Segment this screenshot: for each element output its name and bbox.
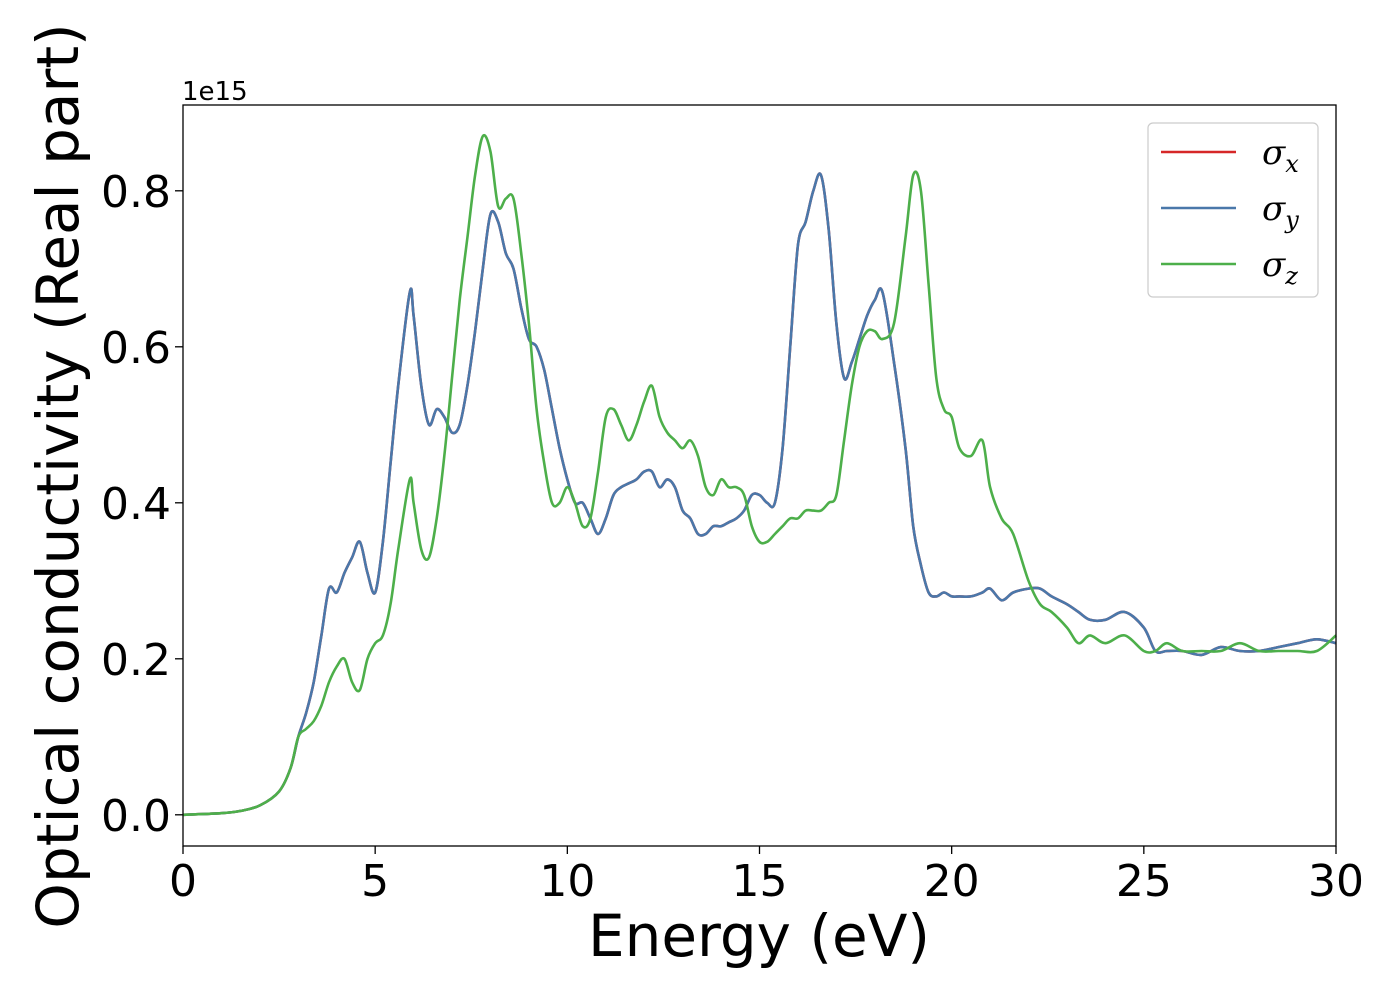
y-tick-label: 0.2 (101, 635, 171, 686)
x-tick-label: 15 (732, 856, 788, 907)
legend-box (1147, 122, 1319, 298)
y-tick-label: 0.8 (101, 167, 171, 218)
y-offset-label: 1e15 (182, 77, 248, 107)
x-tick-label: 25 (1116, 856, 1172, 907)
x-axis: 0 5 10 15 20 25 30 (169, 846, 1364, 907)
x-tick-label: 20 (924, 856, 980, 907)
legend-subscript: y (1284, 206, 1299, 234)
y-axis-title: Optical conductivity (Real part) (24, 23, 92, 928)
series-layer (182, 133, 1337, 817)
x-tick-label: 30 (1308, 856, 1364, 907)
x-tick-label: 0 (169, 856, 197, 907)
y-tick-label: 0.4 (101, 479, 171, 530)
x-axis-title: Energy (eV) (588, 902, 930, 970)
plot-area (183, 105, 1336, 846)
x-tick-label: 10 (539, 856, 595, 907)
series-line-sigma-y (182, 172, 1337, 817)
y-axis: 0.0 0.2 0.4 0.6 0.8 (101, 167, 183, 842)
x-tick-label: 5 (361, 856, 389, 907)
legend-subscript: z (1284, 262, 1298, 290)
y-tick-label: 0.0 (101, 791, 171, 842)
legend-subscript: x (1285, 150, 1299, 178)
y-tick-label: 0.6 (101, 323, 171, 374)
series-line-sigma-z (182, 133, 1337, 817)
